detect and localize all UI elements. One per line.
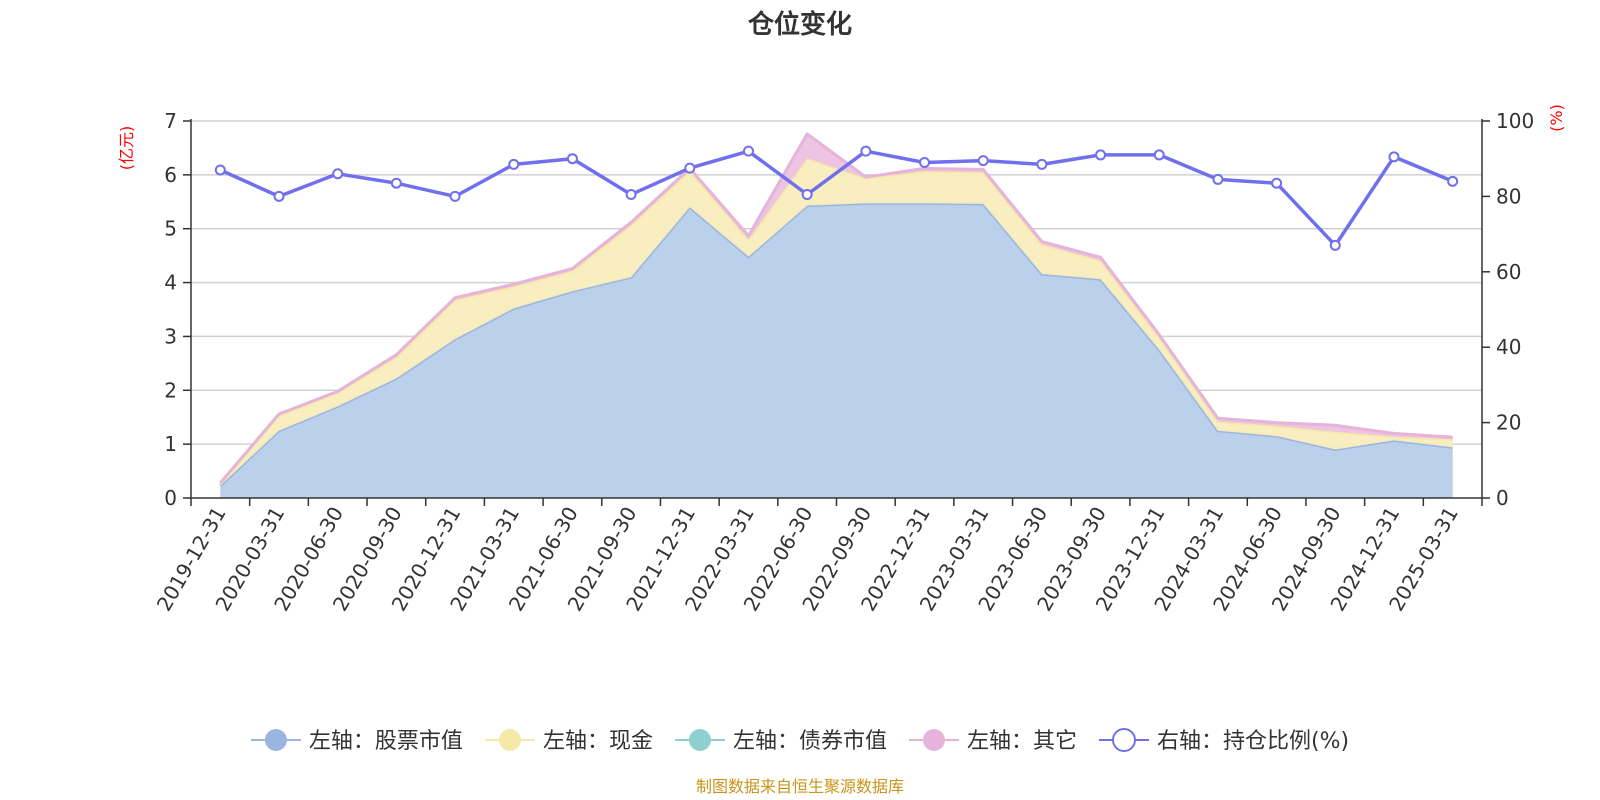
ratio-point	[801, 189, 813, 201]
ratio-point	[508, 158, 520, 170]
area-edge-左轴：其它	[219, 132, 1453, 484]
ratio-point	[860, 145, 872, 157]
legend: 左轴：股票市值 左轴：现金 左轴：债券市值 左轴：其它 右轴：持仓比例(%)	[250, 728, 1349, 754]
chart-title: 仓位变化	[747, 9, 852, 40]
right-axis-tick-label: 80	[1496, 184, 1521, 208]
ratio-point	[390, 177, 402, 189]
ratio-point	[684, 162, 696, 174]
ratio-point	[1036, 158, 1048, 170]
ratio-point	[1329, 239, 1341, 251]
ratio-point	[1271, 177, 1283, 189]
ratio-point	[214, 164, 226, 176]
ratio-point	[919, 156, 931, 168]
legend-swatch-marker	[688, 729, 711, 751]
area-左轴：现金	[220, 158, 1453, 486]
right-axis-tick-label: 40	[1496, 335, 1521, 359]
legend-label: 左轴：其它	[967, 729, 1077, 754]
legend-label: 左轴：股票市值	[309, 729, 463, 754]
left-axis-tick-label: 0	[164, 486, 177, 510]
ratio-point	[1153, 149, 1165, 161]
ratio-point	[1212, 173, 1224, 185]
legend-swatch-marker	[922, 729, 945, 751]
ratio-line-path	[219, 149, 1454, 248]
ratio-point	[1388, 151, 1400, 163]
ratio-point	[977, 155, 989, 167]
area-左轴：股票市值	[220, 203, 1453, 498]
legend-label: 左轴：现金	[543, 729, 653, 754]
ratio-point	[332, 168, 344, 180]
left-axis-tick-label: 3	[164, 324, 177, 348]
ratio-point	[742, 145, 754, 157]
right-axis-tick-label: 60	[1496, 260, 1521, 284]
left-axis-tick-label: 4	[164, 271, 177, 295]
left-axis-tick-label: 6	[164, 163, 177, 187]
ratio-point	[1095, 149, 1107, 161]
ratio-point	[625, 189, 637, 201]
left-axis-unit: (亿元)	[117, 126, 136, 171]
right-axis-tick-label: 100	[1496, 109, 1534, 133]
ratio-point	[1447, 175, 1459, 187]
left-axis-tick-label: 2	[164, 378, 177, 402]
right-axis-tick-label: 20	[1496, 411, 1521, 435]
legend-label: 左轴：债券市值	[733, 729, 887, 754]
ratio-point	[449, 190, 461, 202]
legend-swatch-marker	[264, 729, 287, 751]
stacked-areas	[219, 132, 1453, 498]
ratio-point	[566, 153, 578, 165]
ratio-point	[273, 190, 285, 202]
right-axis-tick-label: 0	[1496, 486, 1509, 510]
right-axis-unit: (%)	[1547, 104, 1566, 132]
left-axis-tick-label: 1	[164, 432, 177, 456]
data-source-note: 制图数据来自恒生聚源数据库	[696, 777, 904, 796]
left-axis-tick-label: 7	[164, 109, 177, 133]
legend-label: 右轴：持仓比例(%)	[1157, 729, 1349, 754]
legend-swatch-marker	[1111, 728, 1136, 752]
left-axis-tick-label: 5	[164, 217, 177, 241]
legend-swatch-marker	[498, 729, 521, 751]
holding-ratio-line	[214, 145, 1459, 251]
